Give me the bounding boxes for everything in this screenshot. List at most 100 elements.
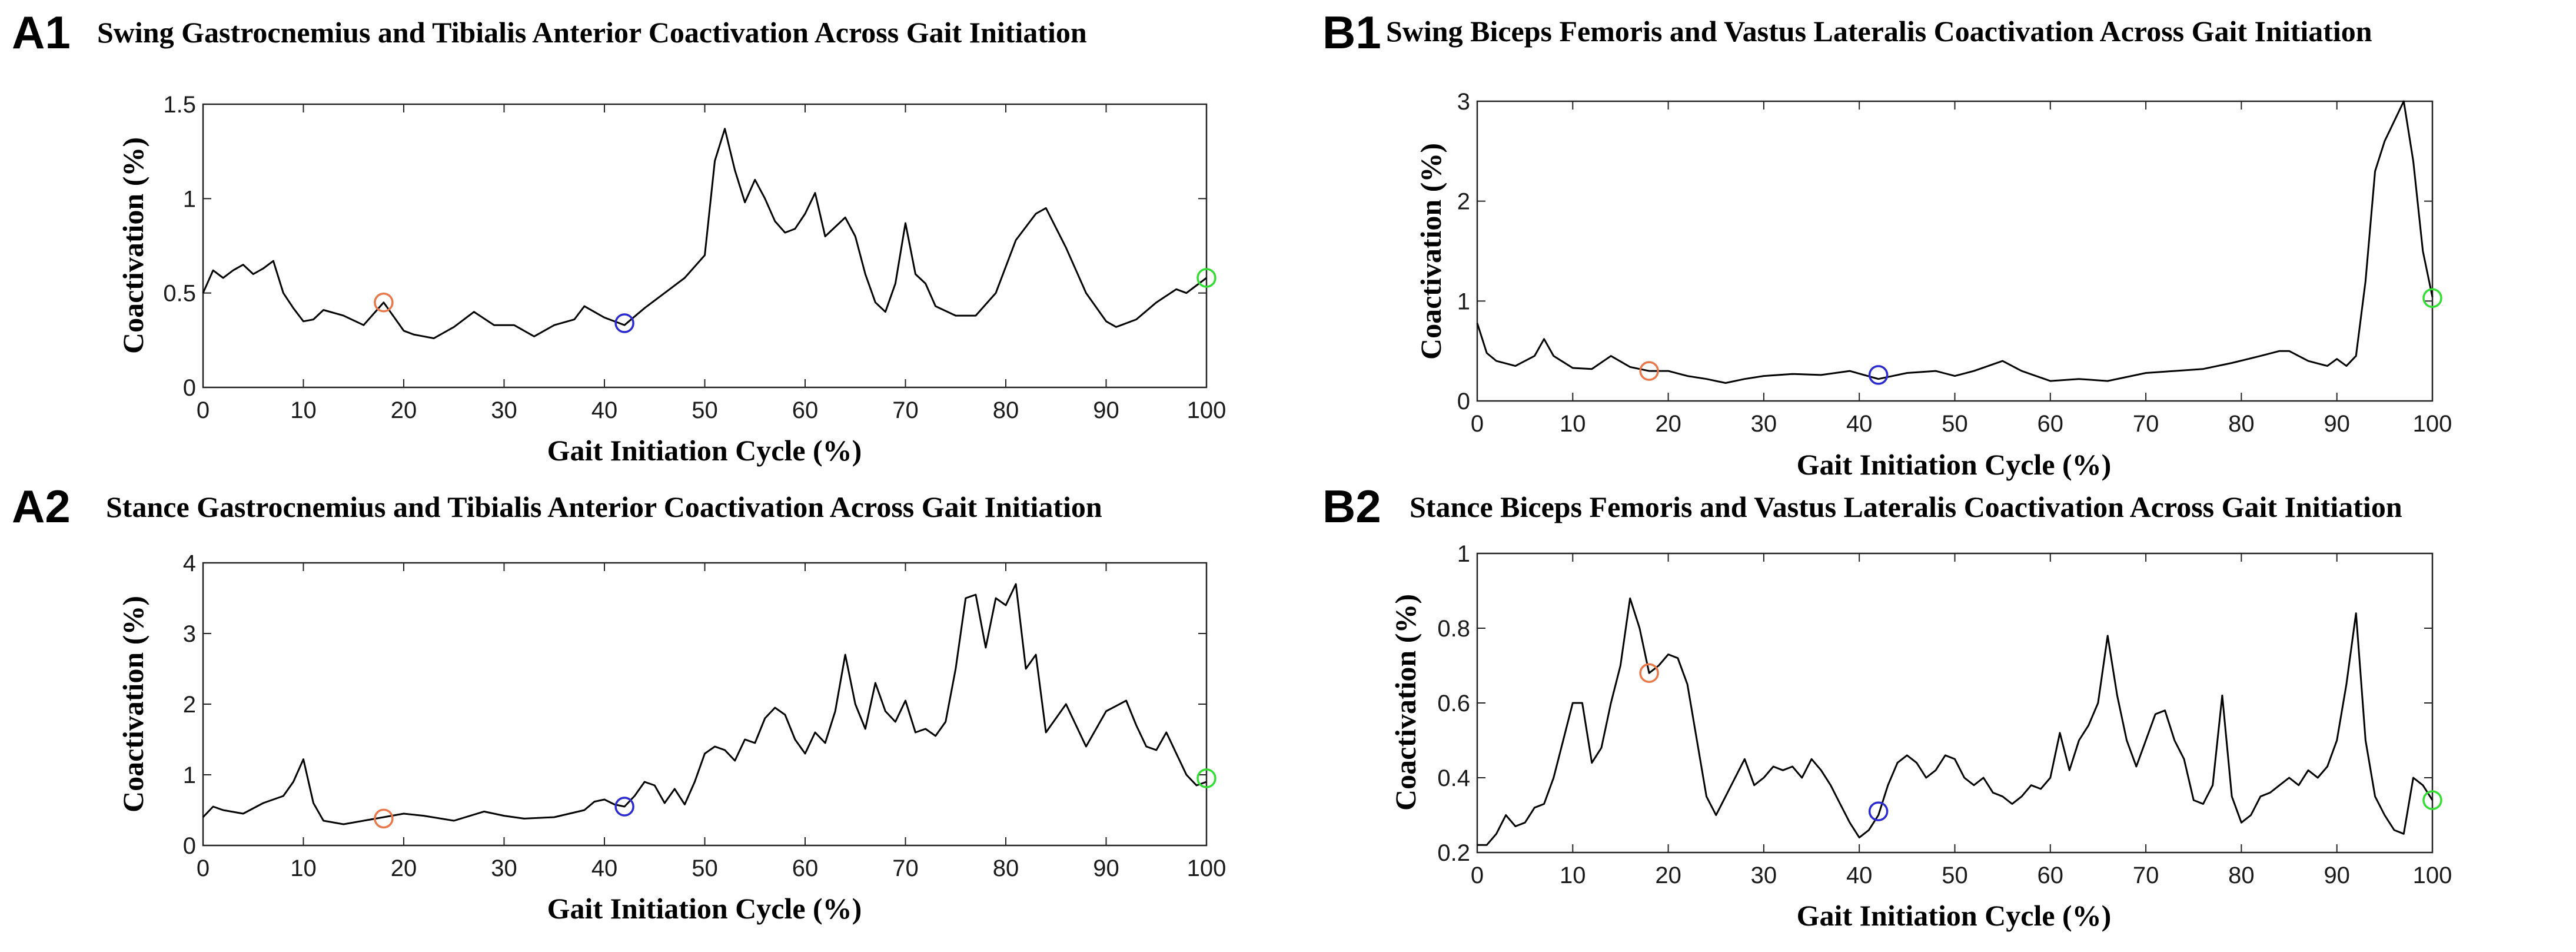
event-marker-a2-1 <box>614 797 634 817</box>
x-tick-label-b1-0: 0 <box>1471 411 1484 437</box>
x-tick-label-a1-100: 100 <box>1187 397 1226 423</box>
event-marker-a2-2 <box>1196 768 1216 788</box>
x-tick-label-b1-80: 80 <box>2228 411 2255 437</box>
y-tick-label-b1-2: 2 <box>1457 189 1470 215</box>
event-marker-a1-1 <box>614 313 634 333</box>
series-line-b1 <box>1476 100 2434 384</box>
x-tick-label-a1-30: 30 <box>491 397 517 423</box>
x-tick-label-a2-30: 30 <box>491 855 517 881</box>
x-tick-label-b2-30: 30 <box>1751 863 1777 888</box>
x-axis-title-a2: Gait Initiation Cycle (%) <box>547 892 862 925</box>
y-tick-label-a2-0: 0 <box>183 833 196 859</box>
x-tick-label-a2-80: 80 <box>993 855 1019 881</box>
y-tick-label-a1-2: 1 <box>183 186 196 212</box>
x-ticks-b2: 0 10 20 30 40 50 60 70 80 90 100 <box>1471 553 2452 888</box>
plot-area-a1 <box>202 103 1208 389</box>
x-tick-label-b1-10: 10 <box>1560 411 1586 437</box>
y-axis-title-b1: Coactivation (%) <box>1414 143 1447 360</box>
y-ticks-a2: 0 1 2 3 4 <box>183 550 1206 859</box>
y-tick-label-a1-3: 1.5 <box>163 92 196 118</box>
x-tick-label-b1-90: 90 <box>2324 411 2350 437</box>
x-tick-label-a1-70: 70 <box>892 397 919 423</box>
x-tick-label-a1-20: 20 <box>391 397 417 423</box>
x-tick-label-a1-80: 80 <box>993 397 1019 423</box>
series-line-a2 <box>202 583 1207 825</box>
x-tick-label-b2-50: 50 <box>1942 863 1968 888</box>
x-tick-label-b2-100: 100 <box>2413 863 2452 888</box>
y-tick-label-b1-3: 3 <box>1457 89 1470 115</box>
y-tick-label-a2-4: 4 <box>183 550 196 576</box>
y-tick-label-b2-3: 0.8 <box>1437 616 1470 642</box>
event-markers-b1 <box>1639 288 2442 385</box>
plot-area-a2 <box>202 562 1208 847</box>
y-tick-label-b2-1: 0.4 <box>1437 765 1470 791</box>
y-tick-label-a1-0: 0 <box>183 375 196 401</box>
x-axis-title-a1: Gait Initiation Cycle (%) <box>547 434 862 467</box>
x-tick-label-a2-20: 20 <box>391 855 417 881</box>
panel-b1: B1 Swing Biceps Femoris and Vastus Later… <box>1322 6 2452 481</box>
y-ticks-b1: 0 1 2 3 <box>1457 89 2432 414</box>
x-tick-label-b1-60: 60 <box>2037 411 2064 437</box>
panel-b2: B2 Stance Biceps Femoris and Vastus Late… <box>1322 480 2452 932</box>
x-tick-label-b2-60: 60 <box>2037 863 2064 888</box>
x-tick-label-b1-100: 100 <box>2413 411 2452 437</box>
panel-label-a1: A1 <box>12 6 71 58</box>
y-tick-label-a1-1: 0.5 <box>163 281 196 307</box>
chart-title-a2: Stance Gastrocnemius and Tibialis Anteri… <box>106 490 1102 523</box>
x-tick-label-b2-0: 0 <box>1471 863 1484 888</box>
x-tick-label-b2-90: 90 <box>2324 863 2350 888</box>
event-marker-b2-0 <box>1639 663 1659 683</box>
x-tick-label-b2-70: 70 <box>2133 863 2159 888</box>
x-tick-label-a1-10: 10 <box>290 397 317 423</box>
event-markers-b2 <box>1639 663 2442 821</box>
x-tick-label-a1-90: 90 <box>1093 397 1119 423</box>
y-tick-label-b2-2: 0.6 <box>1437 691 1470 717</box>
y-ticks-b2: 0.2 0.4 0.6 0.8 1 <box>1437 541 2432 866</box>
x-tick-label-a2-100: 100 <box>1187 855 1226 881</box>
x-tick-label-a2-10: 10 <box>290 855 317 881</box>
x-tick-label-b2-20: 20 <box>1655 863 1681 888</box>
event-marker-a1-2 <box>1196 268 1216 288</box>
event-marker-a2-0 <box>374 808 394 829</box>
x-tick-label-b2-10: 10 <box>1560 863 1586 888</box>
event-markers-a2 <box>374 768 1216 829</box>
x-tick-label-b1-40: 40 <box>1846 411 1873 437</box>
x-axis-title-b1: Gait Initiation Cycle (%) <box>1797 448 2112 481</box>
y-ticks-a1: 0 0.5 1 1.5 <box>163 92 1206 401</box>
y-axis-title-b2: Coactivation (%) <box>1389 594 1422 811</box>
event-markers-a1 <box>374 268 1216 333</box>
chart-title-a1: Swing Gastrocnemius and Tibialis Anterio… <box>97 16 1087 49</box>
x-tick-label-b2-80: 80 <box>2228 863 2255 888</box>
y-axis-title-a2: Coactivation (%) <box>117 596 149 812</box>
y-tick-label-b2-0: 0.2 <box>1437 840 1470 866</box>
panel-a2: A2 Stance Gastrocnemius and Tibialis Ant… <box>12 480 1226 925</box>
event-marker-b2-2 <box>2422 790 2442 810</box>
event-marker-b1-1 <box>1868 365 1889 385</box>
x-axis-title-b2: Gait Initiation Cycle (%) <box>1797 899 2112 932</box>
x-tick-label-a1-50: 50 <box>692 397 718 423</box>
panel-label-b1: B1 <box>1322 6 1381 58</box>
x-tick-label-b2-40: 40 <box>1846 863 1873 888</box>
series-line-a1 <box>202 128 1207 340</box>
x-tick-label-b1-30: 30 <box>1751 411 1777 437</box>
event-marker-b1-2 <box>2422 288 2442 308</box>
x-tick-label-b1-50: 50 <box>1942 411 1968 437</box>
x-tick-label-a2-70: 70 <box>892 855 919 881</box>
x-tick-label-b1-20: 20 <box>1655 411 1681 437</box>
y-tick-label-b1-1: 1 <box>1457 288 1470 314</box>
y-tick-label-a2-3: 3 <box>183 621 196 647</box>
panel-a1: A1 Swing Gastrocnemius and Tibialis Ante… <box>12 6 1226 467</box>
x-tick-label-a2-60: 60 <box>792 855 819 881</box>
x-ticks-a1: 0 10 20 30 40 50 60 70 80 90 100 <box>197 104 1226 423</box>
x-tick-label-a1-0: 0 <box>197 397 210 423</box>
x-tick-label-b1-70: 70 <box>2133 411 2159 437</box>
y-tick-label-b1-0: 0 <box>1457 389 1470 414</box>
x-tick-label-a2-40: 40 <box>591 855 618 881</box>
event-marker-b1-0 <box>1639 361 1659 381</box>
x-tick-label-a2-0: 0 <box>197 855 210 881</box>
plot-area-b2 <box>1476 552 2434 854</box>
panel-label-b2: B2 <box>1322 480 1381 532</box>
series-line-b2 <box>1477 597 2434 846</box>
x-ticks-b1: 0 10 20 30 40 50 60 70 80 90 100 <box>1471 101 2452 437</box>
